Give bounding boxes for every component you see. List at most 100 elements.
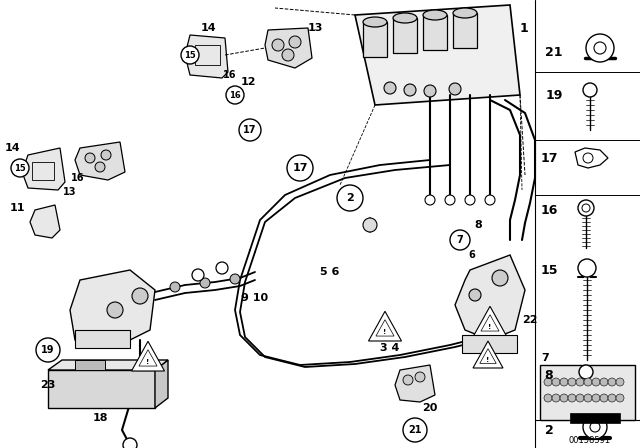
Circle shape	[578, 259, 596, 277]
Circle shape	[192, 269, 204, 281]
Circle shape	[425, 195, 435, 205]
Text: 00158591: 00158591	[569, 435, 611, 444]
Circle shape	[363, 218, 377, 232]
Text: 15: 15	[540, 263, 557, 276]
Polygon shape	[395, 365, 435, 402]
Circle shape	[384, 82, 396, 94]
Bar	[75, 360, 105, 370]
Text: 17: 17	[540, 151, 557, 164]
Bar	[423, 15, 447, 50]
Circle shape	[616, 394, 624, 402]
Text: 3 4: 3 4	[380, 343, 400, 353]
Text: 15: 15	[184, 51, 196, 60]
Text: 12: 12	[240, 77, 256, 87]
Circle shape	[226, 86, 244, 104]
Text: 21: 21	[545, 46, 563, 59]
Circle shape	[449, 83, 461, 95]
Text: 8: 8	[545, 369, 554, 382]
Text: !: !	[147, 359, 150, 365]
Text: 16: 16	[540, 203, 557, 216]
Circle shape	[101, 150, 111, 160]
Polygon shape	[70, 270, 155, 345]
Bar	[462, 335, 517, 353]
Text: 18: 18	[92, 413, 108, 423]
Circle shape	[181, 46, 199, 64]
Text: 13: 13	[63, 187, 77, 197]
Circle shape	[445, 195, 455, 205]
Text: !: !	[383, 329, 387, 335]
Polygon shape	[185, 35, 228, 78]
Bar	[195, 45, 220, 65]
Text: 21: 21	[408, 425, 422, 435]
Polygon shape	[473, 341, 503, 368]
Text: 6: 6	[468, 250, 476, 260]
Circle shape	[592, 394, 600, 402]
Text: 11: 11	[10, 203, 25, 213]
Ellipse shape	[423, 10, 447, 20]
Text: 9 10: 9 10	[241, 293, 269, 303]
Circle shape	[578, 200, 594, 216]
Text: 13: 13	[307, 23, 323, 33]
Polygon shape	[30, 205, 60, 238]
Circle shape	[36, 338, 60, 362]
Circle shape	[170, 282, 180, 292]
Circle shape	[568, 378, 576, 386]
Text: 14: 14	[200, 23, 216, 33]
Polygon shape	[155, 360, 168, 408]
Circle shape	[272, 39, 284, 51]
Circle shape	[337, 185, 363, 211]
Text: 7: 7	[456, 235, 463, 245]
Circle shape	[583, 83, 597, 97]
Circle shape	[552, 394, 560, 402]
Text: !: !	[488, 324, 492, 330]
Circle shape	[579, 365, 593, 379]
Circle shape	[200, 278, 210, 288]
Text: 5 6: 5 6	[320, 267, 340, 277]
Circle shape	[608, 394, 616, 402]
Polygon shape	[75, 142, 125, 180]
Text: 20: 20	[422, 403, 438, 413]
Ellipse shape	[453, 8, 477, 18]
Circle shape	[424, 85, 436, 97]
Circle shape	[107, 302, 123, 318]
Text: 16: 16	[223, 70, 237, 80]
Circle shape	[485, 195, 495, 205]
Ellipse shape	[393, 13, 417, 23]
Text: 2: 2	[346, 193, 354, 203]
Text: 14: 14	[4, 143, 20, 153]
Circle shape	[576, 378, 584, 386]
Polygon shape	[48, 360, 168, 370]
Circle shape	[560, 378, 568, 386]
Circle shape	[415, 372, 425, 382]
Circle shape	[469, 289, 481, 301]
Polygon shape	[455, 255, 525, 340]
Text: 15: 15	[14, 164, 26, 172]
Circle shape	[230, 274, 240, 284]
Text: 16: 16	[229, 90, 241, 99]
Circle shape	[403, 418, 427, 442]
Text: 7: 7	[541, 353, 549, 363]
Polygon shape	[131, 341, 164, 371]
Circle shape	[544, 394, 552, 402]
Bar	[393, 18, 417, 53]
Polygon shape	[575, 148, 608, 168]
Text: 1: 1	[520, 22, 529, 34]
Circle shape	[584, 378, 592, 386]
Text: 23: 23	[40, 380, 56, 390]
Polygon shape	[474, 306, 506, 336]
Circle shape	[576, 394, 584, 402]
Circle shape	[600, 394, 608, 402]
Circle shape	[586, 34, 614, 62]
Polygon shape	[48, 370, 155, 408]
Circle shape	[600, 378, 608, 386]
Polygon shape	[22, 148, 65, 190]
Circle shape	[403, 375, 413, 385]
Text: 17: 17	[243, 125, 257, 135]
Text: 2: 2	[545, 423, 554, 436]
Circle shape	[608, 378, 616, 386]
Bar	[363, 22, 387, 57]
Circle shape	[123, 438, 137, 448]
Text: 19: 19	[41, 345, 55, 355]
Circle shape	[465, 195, 475, 205]
Circle shape	[239, 119, 261, 141]
